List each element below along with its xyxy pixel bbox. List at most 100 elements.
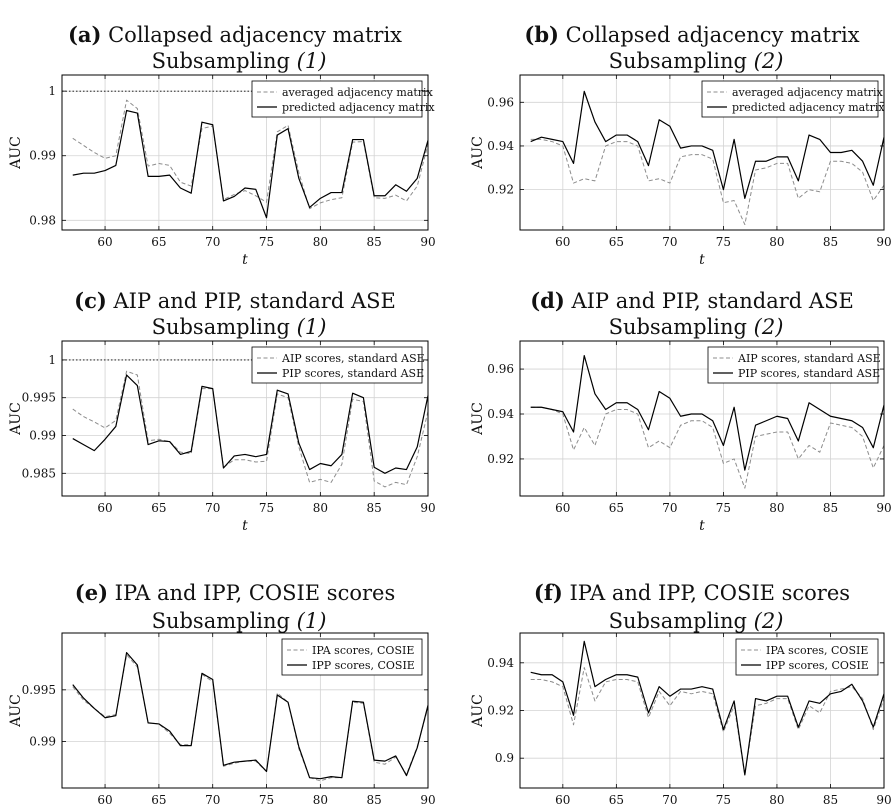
panel-title: (e) IPA and IPP, COSIE scores bbox=[75, 580, 395, 605]
x-tick-label: 90 bbox=[420, 235, 435, 249]
series-line-1 bbox=[530, 90, 885, 199]
x-axis-label: t bbox=[699, 518, 705, 534]
series-line-1 bbox=[72, 374, 429, 474]
y-tick-label: 0.96 bbox=[487, 362, 514, 376]
panel-label: (e) bbox=[75, 580, 108, 605]
legend-label-0: averaged adjacency matrix bbox=[732, 86, 884, 99]
x-tick-label: 80 bbox=[313, 793, 328, 807]
x-tick-label: 70 bbox=[205, 235, 220, 249]
x-tick-label: 70 bbox=[205, 501, 220, 515]
panel-0: (a) Collapsed adjacency matrixSubsamplin… bbox=[8, 22, 436, 268]
panel-title-text: IPA and IPP, COSIE scores bbox=[563, 581, 850, 605]
panel-subtitle-text: Subsampling bbox=[152, 315, 297, 339]
panel-subtitle-text: Subsampling bbox=[152, 49, 297, 73]
legend-box bbox=[735, 638, 879, 676]
x-tick-label: 75 bbox=[716, 501, 731, 515]
panel-subtitle: Subsampling (2) bbox=[609, 315, 784, 339]
panel-subtitle-number: (2) bbox=[754, 609, 784, 633]
legend-box bbox=[707, 346, 879, 384]
x-tick-label: 65 bbox=[609, 501, 624, 515]
y-tick-label: 0.94 bbox=[487, 407, 514, 421]
legend: IPA scores, COSIE IPP scores, COSIE bbox=[735, 638, 879, 676]
panel-subtitle: Subsampling (1) bbox=[152, 609, 327, 633]
x-tick-label: 85 bbox=[367, 235, 382, 249]
x-tick-label: 60 bbox=[555, 793, 570, 807]
panel-title-text: Collapsed adjacency matrix bbox=[559, 23, 860, 47]
y-tick-label: 0.985 bbox=[22, 466, 56, 480]
panel-label: (f) bbox=[534, 580, 563, 605]
panel-subtitle: Subsampling (2) bbox=[609, 49, 784, 73]
x-tick-label: 90 bbox=[876, 235, 891, 249]
y-tick-label: 0.92 bbox=[487, 452, 514, 466]
panel-subtitle-number: (1) bbox=[297, 315, 327, 339]
x-tick-label: 75 bbox=[259, 235, 274, 249]
panel-subtitle-number: (2) bbox=[754, 49, 784, 73]
axis-frame bbox=[519, 340, 885, 497]
panel-subtitle: Subsampling (1) bbox=[152, 315, 327, 339]
y-tick-label: 0.92 bbox=[487, 183, 514, 197]
series-line-0 bbox=[72, 370, 429, 488]
x-tick-label: 80 bbox=[769, 793, 784, 807]
axis-frame bbox=[519, 74, 885, 231]
panel-title: (f) IPA and IPP, COSIE scores bbox=[534, 580, 850, 605]
axis-frame bbox=[61, 340, 429, 497]
x-tick-label: 75 bbox=[259, 501, 274, 515]
legend-label-1: predicted adjacency matrix bbox=[732, 101, 885, 114]
y-tick-label: 0.99 bbox=[29, 429, 56, 443]
y-tick-label: 0.94 bbox=[487, 656, 514, 670]
y-axis-label: AUC bbox=[470, 402, 486, 436]
x-tick-label: 80 bbox=[769, 501, 784, 515]
x-tick-label: 65 bbox=[151, 235, 166, 249]
legend-label-1: IPP scores, COSIE bbox=[766, 659, 869, 672]
x-tick-label: 85 bbox=[823, 793, 838, 807]
panel-subtitle-number: (1) bbox=[297, 49, 327, 73]
series-line-0 bbox=[530, 138, 885, 226]
series-line-0 bbox=[530, 406, 885, 489]
panel-label: (a) bbox=[68, 22, 101, 47]
x-tick-label: 75 bbox=[716, 235, 731, 249]
y-axis-label: AUC bbox=[8, 694, 24, 728]
series-line-0 bbox=[530, 667, 885, 776]
panel-3: (d) AIP and PIP, standard ASESubsampling… bbox=[470, 288, 892, 534]
axis-frame bbox=[61, 632, 429, 789]
series-line-1 bbox=[530, 640, 885, 776]
x-tick-label: 75 bbox=[259, 793, 274, 807]
x-tick-label: 70 bbox=[662, 501, 677, 515]
x-tick-label: 90 bbox=[420, 793, 435, 807]
y-tick-label: 0.99 bbox=[29, 149, 56, 163]
x-tick-label: 75 bbox=[716, 793, 731, 807]
panel-title: (c) AIP and PIP, standard ASE bbox=[74, 288, 396, 313]
y-tick-label: 0.995 bbox=[22, 391, 56, 405]
x-tick-label: 85 bbox=[367, 793, 382, 807]
x-tick-label: 70 bbox=[662, 793, 677, 807]
y-axis-label: AUC bbox=[470, 694, 486, 728]
series-line-1 bbox=[72, 652, 429, 780]
x-tick-label: 60 bbox=[555, 235, 570, 249]
legend-label-1: PIP scores, standard ASE bbox=[282, 367, 424, 380]
x-tick-label: 65 bbox=[609, 793, 624, 807]
legend-box bbox=[701, 80, 879, 118]
legend: AIP scores, standard ASE PIP scores, stan… bbox=[707, 346, 881, 384]
panel-subtitle-text: Subsampling bbox=[609, 315, 754, 339]
x-tick-label: 60 bbox=[97, 501, 112, 515]
x-tick-label: 60 bbox=[97, 793, 112, 807]
legend-label-0: AIP scores, standard ASE bbox=[281, 352, 425, 365]
y-tick-label: 0.995 bbox=[22, 683, 56, 697]
panel-label: (c) bbox=[74, 288, 107, 313]
panel-subtitle: Subsampling (1) bbox=[152, 49, 327, 73]
x-tick-label: 70 bbox=[205, 793, 220, 807]
y-axis-label: AUC bbox=[470, 136, 486, 170]
panel-title-text: AIP and PIP, standard ASE bbox=[107, 289, 396, 313]
x-tick-label: 65 bbox=[609, 235, 624, 249]
panel-subtitle-text: Subsampling bbox=[152, 609, 297, 633]
x-tick-label: 85 bbox=[823, 501, 838, 515]
panel-subtitle-text: Subsampling bbox=[609, 49, 754, 73]
panel-5: (f) IPA and IPP, COSIE scores Subsampling… bbox=[470, 580, 892, 812]
y-axis-label: AUC bbox=[8, 136, 24, 170]
y-tick-label: 0.98 bbox=[29, 213, 56, 227]
y-tick-label: 0.92 bbox=[487, 704, 514, 718]
x-tick-label: 70 bbox=[662, 235, 677, 249]
panel-title-text: Collapsed adjacency matrix bbox=[101, 23, 402, 47]
